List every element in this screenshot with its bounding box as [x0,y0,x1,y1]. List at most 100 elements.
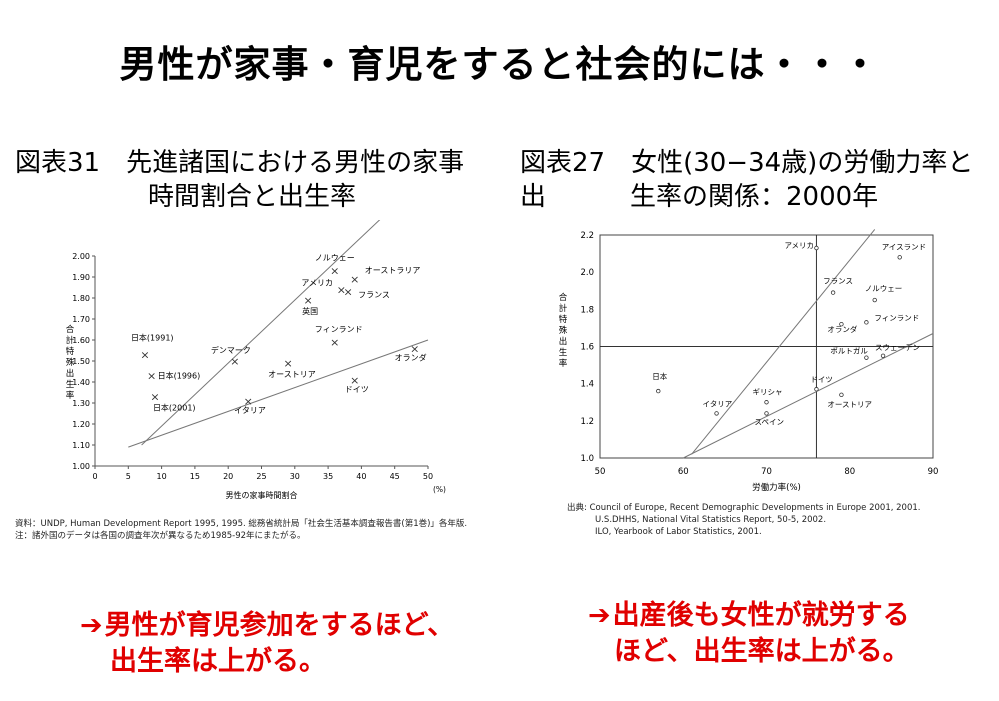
y-tick-label: 1.4 [580,380,594,390]
right-source-line2: U.S.DHHS, National Vital Statistics Repo… [595,515,827,525]
data-point-label: イタリア [703,399,733,408]
x-tick-label: 45 [390,472,400,481]
y-axis-label-char: 生 [66,379,75,390]
left-scatter-chart: 1.00 1.10 1.20 1.30 1.40 1.50 1.60 1.70 1.80 1.90… [66,220,446,500]
data-point-label: 英国 [302,306,318,316]
right-figure-panel: 図表27 女性(30−34歳)の労働力率と出 生率の関係：2000年 1.0 1.… [515,140,985,550]
y-tick-label: 2.0 [580,268,594,278]
data-point-marker [839,392,844,398]
y-tick-label: 1.80 [72,294,90,303]
y-tick-label: 1.70 [72,315,90,324]
data-point-label: オーストリア [827,400,872,409]
trend-line [683,333,934,459]
data-point-marker: × [140,349,149,362]
x-tick-label: 70 [761,467,772,477]
data-point-marker [864,320,869,325]
data-point-label: オーストラリア [365,266,421,275]
y-tick-label: 1.90 [72,273,90,282]
data-point-label: ドイツ [345,385,369,394]
left-figure-title-line1: 図表31 先進諸国における男性の家事 [15,148,465,178]
data-point-marker [814,245,819,251]
x-tick-label: 10 [157,472,167,481]
x-tick-label: 20 [223,472,233,481]
data-point-marker [764,400,769,405]
y-tick-label: 1.30 [72,399,90,408]
data-point-marker: × [304,294,313,307]
x-axis-label: 労働力率(%) [752,482,801,493]
right-arrow-icon: ➔ [80,610,103,641]
data-point-label: 日本 [652,371,667,381]
left-conclusion: ➔男性が育児参加をするほど、 出生率は上がる。 [80,608,454,680]
x-tick-label: 90 [928,467,939,477]
y-tick-label: 2.00 [72,252,90,261]
right-figure-title-line1: 図表27 女性(30−34歳)の労働力率と出 [520,148,974,212]
y-axis-label-char: 合 [559,292,568,303]
data-point-marker: × [350,273,359,286]
y-axis-label-char: 計 [559,303,568,314]
data-point-label: アメリカ [784,241,814,250]
data-point-label: ノルウェー [865,284,903,293]
y-axis-label-char: 殊 [66,357,75,368]
data-point-label: イタリア [234,406,266,415]
right-scatter-chart: 1.0 1.2 1.4 1.6 1.8 2.0 2.2 50 60 70 80 90 労働力率(%) 合計… [559,229,939,493]
data-point-label: ノルウェー [315,254,355,263]
y-axis-label-char: 出 [559,336,568,347]
left-figure-title-line2: 時間割合と出生率 [148,182,357,212]
data-point-marker [814,387,819,392]
data-point-label: アイスランド [882,242,926,251]
data-point-label: ポルトガル [830,346,868,356]
data-point-marker [839,321,844,327]
data-point-label: オーストリア [268,370,316,379]
x-tick-label: 25 [256,472,266,481]
left-figure-panel: 図表31 先進諸国における男性の家事 時間割合と出生率 1.00 1.10 1.20… [10,140,500,550]
trend-line [141,220,381,446]
data-point-label: ドイツ [810,375,833,384]
y-tick-label: 1.60 [72,336,90,345]
y-axis-label-char: 特 [66,346,75,357]
trend-line [691,229,876,455]
y-tick-label: 1.8 [580,305,594,315]
data-point-label: 日本(2001) [153,403,196,413]
x-tick-label: 35 [323,472,333,481]
right-figure-title-line2: 生率の関係：2000年 [630,182,879,212]
data-point-marker: × [343,286,352,299]
x-tick-label: 5 [126,472,131,481]
data-point-label: フランス [823,277,853,286]
data-point-marker [880,353,886,358]
page-title: 男性が家事・育児をすると社会的には・・・ [119,43,880,86]
y-tick-label: 2.2 [580,231,594,241]
data-point-label: ギリシャ [753,387,783,396]
left-conclusion-line2: 出生率は上がる。 [110,646,326,677]
y-tick-label: 1.10 [72,441,90,450]
data-point-marker [872,297,877,303]
data-point-label: フランス [358,291,390,300]
data-point-marker: × [230,355,239,368]
right-arrow-icon: ➔ [588,600,611,631]
right-source-line3: ILO, Yearbook of Labor Statistics, 2001. [595,527,762,537]
data-point-label: オランダ [827,324,857,334]
data-point-label: アメリカ [301,279,333,288]
trend-line [128,339,429,448]
data-point-marker [864,355,869,360]
data-point-label: 日本(1991) [131,333,174,343]
x-tick-label: 30 [290,472,300,481]
data-point-label: スペイン [755,417,784,426]
data-point-label: スウェーデン [875,342,920,352]
y-axis-label-char: 特 [559,314,568,325]
y-tick-label: 1.40 [72,378,90,387]
data-point-marker [897,255,902,260]
y-tick-label: 1.0 [580,454,594,464]
data-point-marker: × [150,391,159,404]
x-tick-label: 15 [190,472,200,481]
right-conclusion-line2: ほど、出生率は上がる。 [614,636,910,667]
data-point-marker [830,290,836,295]
left-source-note: 注：諸外国のデータは各国の調査年次が異なるため1985-92年にまたがる。 [15,531,306,541]
data-point-marker: × [350,374,359,387]
y-tick-label: 1.50 [72,357,90,366]
x-tick-label: 40 [356,472,366,481]
x-unit-label: (%) [433,485,446,494]
data-point-marker: × [244,395,253,408]
data-point-marker [656,388,661,394]
left-conclusion-line1: 男性が育児参加をするほど、 [104,610,455,641]
x-tick-label: 50 [595,467,606,477]
